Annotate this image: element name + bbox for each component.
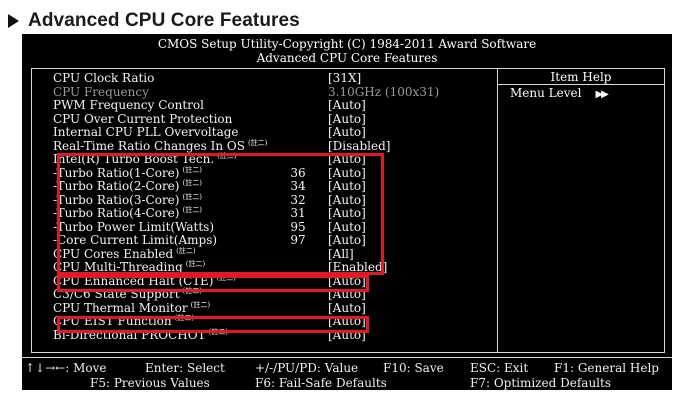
setting-label: CPU Over Current Protection xyxy=(53,111,233,126)
setting-value[interactable]: [Auto] xyxy=(328,219,366,234)
setting-current-number: 32 xyxy=(290,192,306,207)
page-title: Advanced CPU Core Features xyxy=(28,10,300,31)
setting-label: -Turbo Ratio(4-Core) xyxy=(53,206,180,220)
setting-label: -Turbo Power Limit(Watts) xyxy=(53,219,215,234)
footer-enter: Enter: Select xyxy=(145,361,225,375)
bios-menu-title: Advanced CPU Core Features xyxy=(256,51,438,65)
setting-footnote-mark: (註二) xyxy=(182,165,202,174)
setting-label: CPU Clock Ratio xyxy=(53,71,155,85)
setting-current-number: 97 xyxy=(290,233,306,247)
bios-copyright-header: CMOS Setup Utility-Copyright (C) 1984-20… xyxy=(157,37,537,51)
setting-label-wrap: CPU Multi-Threading (註二) xyxy=(53,260,206,277)
setting-value: 3.10GHz (100x31) xyxy=(328,84,440,99)
footer-save: F10: Save xyxy=(383,361,444,375)
setting-label: Real-Time Ratio Changes In OS xyxy=(53,138,245,153)
page-heading: Advanced CPU Core Features xyxy=(4,8,300,34)
setting-value[interactable]: [Enabled] xyxy=(328,260,388,274)
setting-label-wrap: -Turbo Ratio(3-Core) (註二) xyxy=(53,192,202,210)
setting-label-wrap: -Turbo Ratio(2-Core) (註二) xyxy=(53,179,202,196)
setting-value[interactable]: [Auto] xyxy=(328,111,366,126)
footer-optimized: F7: Optimized Defaults xyxy=(470,376,611,390)
footer-value: +/-/PU/PD: Value xyxy=(255,361,359,375)
setting-value[interactable]: [Auto] xyxy=(328,233,366,247)
triangle-bullet-icon xyxy=(8,14,19,28)
setting-value[interactable]: [Auto] xyxy=(328,206,366,220)
setting-value[interactable]: [Auto] xyxy=(328,125,366,139)
footer-previous: F5: Previous Values xyxy=(90,376,210,390)
setting-value[interactable]: [Auto] xyxy=(328,98,366,112)
setting-label-wrap: CPU Thermal Monitor (註二) xyxy=(53,300,211,318)
highlight-eist xyxy=(57,316,369,333)
item-help-title: Item Help xyxy=(550,70,612,84)
footer-move: ↑↓→←: Move xyxy=(25,361,107,375)
footer-exit: ESC: Exit xyxy=(470,361,529,375)
footer-divider xyxy=(22,357,672,358)
setting-label-wrap: CPU Cores Enabled (註二) xyxy=(53,246,196,264)
setting-label-wrap: Real-Time Ratio Changes In OS (註二) xyxy=(53,138,268,156)
double-arrow-icon: ▶▶ xyxy=(595,89,608,100)
menu-level: Menu Level ▶▶ xyxy=(510,86,609,102)
setting-label: CPU Cores Enabled xyxy=(53,246,174,261)
setting-value[interactable]: [Auto] xyxy=(328,300,366,315)
setting-label: -Turbo Ratio(1-Core) xyxy=(53,165,180,180)
setting-label: Internal CPU PLL Overvoltage xyxy=(53,125,239,139)
setting-current-number: 95 xyxy=(290,219,306,234)
footer-failsafe: F6: Fail-Safe Defaults xyxy=(255,376,387,390)
setting-label-wrap: -Turbo Ratio(1-Core) (註二) xyxy=(53,165,202,183)
setting-footnote-mark: (註二) xyxy=(217,152,237,160)
setting-label: CPU Multi-Threading xyxy=(53,260,183,274)
setting-footnote-mark: (註二) xyxy=(182,192,202,201)
setting-value[interactable]: [Disabled] xyxy=(328,138,391,153)
setting-value[interactable]: [All] xyxy=(328,246,354,261)
setting-value[interactable]: [Auto] xyxy=(328,165,366,180)
setting-value[interactable]: [Auto] xyxy=(328,192,366,207)
setting-footnote-mark: (註二) xyxy=(190,300,211,309)
footer-help: F1: General Help xyxy=(554,361,659,375)
setting-label: -Turbo Ratio(2-Core) xyxy=(53,179,180,193)
setting-footnote-mark: (註二) xyxy=(176,246,196,255)
setting-current-number: 31 xyxy=(290,206,306,220)
setting-footnote-mark: (註二) xyxy=(247,138,268,147)
setting-footnote-mark: (註二) xyxy=(185,260,206,268)
help-header-divider xyxy=(498,84,664,85)
panel-divider xyxy=(497,69,498,352)
setting-label: CPU Thermal Monitor xyxy=(53,300,188,315)
setting-label: PWM Frequency Control xyxy=(53,98,204,112)
highlight-turbo-group xyxy=(57,153,384,275)
setting-footnote-mark: (註二) xyxy=(182,206,202,214)
highlight-c1e xyxy=(57,275,369,292)
setting-value[interactable]: [Auto] xyxy=(328,179,366,193)
setting-label: -Turbo Ratio(3-Core) xyxy=(53,192,180,207)
setting-label: CPU Frequency xyxy=(53,84,149,99)
setting-value[interactable]: [31X] xyxy=(328,71,362,85)
setting-footnote-mark: (註二) xyxy=(182,179,202,187)
setting-label: -Core Current Limit(Amps) xyxy=(53,233,218,247)
setting-label-wrap: -Turbo Ratio(4-Core) (註二) xyxy=(53,206,202,223)
settings-frame: Item Help Menu Level ▶▶ xyxy=(31,68,665,353)
bios-screen: CMOS Setup Utility-Copyright (C) 1984-20… xyxy=(22,34,672,390)
setting-current-number: 34 xyxy=(290,179,306,193)
setting-current-number: 36 xyxy=(290,165,306,180)
menu-level-label: Menu Level xyxy=(510,86,582,100)
